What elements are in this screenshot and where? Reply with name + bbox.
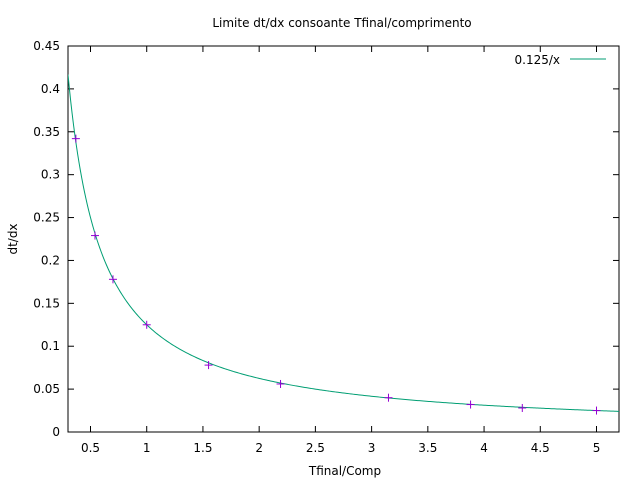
data-point [204,361,213,370]
data-point [142,320,151,329]
y-tick-label: 0.3 [41,168,60,182]
data-point [108,275,117,284]
x-tick-label: 3.5 [418,441,437,455]
y-tick-label: 0.45 [33,39,60,53]
x-tick-label: 0.5 [81,441,100,455]
y-tick-label: 0.2 [41,253,60,267]
x-tick-label: 2.5 [306,441,325,455]
y-axis-ticks: 0 0.05 0.1 0.15 0.2 0.25 0.3 0.35 0.4 0.45 [33,39,619,439]
y-tick-label: 0 [52,425,60,439]
series-layer [68,74,619,415]
y-tick-label: 0.05 [33,382,60,396]
y-tick-label: 0.35 [33,125,60,139]
x-tick-label: 4.5 [531,441,550,455]
data-point [466,400,475,409]
data-point [71,134,80,143]
y-tick-label: 0.1 [41,339,60,353]
y-tick-label: 0.15 [33,296,60,310]
x-tick-label: 4 [480,441,488,455]
x-tick-label: 2 [255,441,263,455]
data-point [592,406,601,415]
x-axis-ticks: 0.5 1 1.5 2 2.5 3 3.5 4 4.5 5 [81,46,600,455]
y-tick-label: 0.25 [33,211,60,225]
y-axis-label: dt/dx [6,223,20,254]
y-tick-label: 0.4 [41,82,60,96]
data-point [276,379,285,388]
x-axis-label: Tfinal/Comp [308,464,381,478]
data-point [90,231,99,240]
data-point [384,393,393,402]
x-tick-label: 5 [593,441,601,455]
x-tick-label: 3 [368,441,376,455]
x-tick-label: 1.5 [193,441,212,455]
data-point [518,403,527,412]
chart-title: Limite dt/dx consoante Tfinal/compriment… [212,16,471,30]
plot-frame [67,45,620,433]
legend-label-0: 0.125/x [515,53,561,67]
series-line-0 [68,74,619,412]
plot-area: 0.5 1 1.5 2 2.5 3 3.5 4 4.5 5 0 0.05 0.1 0.15 0.2 0.25… [33,39,620,455]
legend: 0.125/x [515,53,606,67]
x-tick-label: 1 [143,441,151,455]
